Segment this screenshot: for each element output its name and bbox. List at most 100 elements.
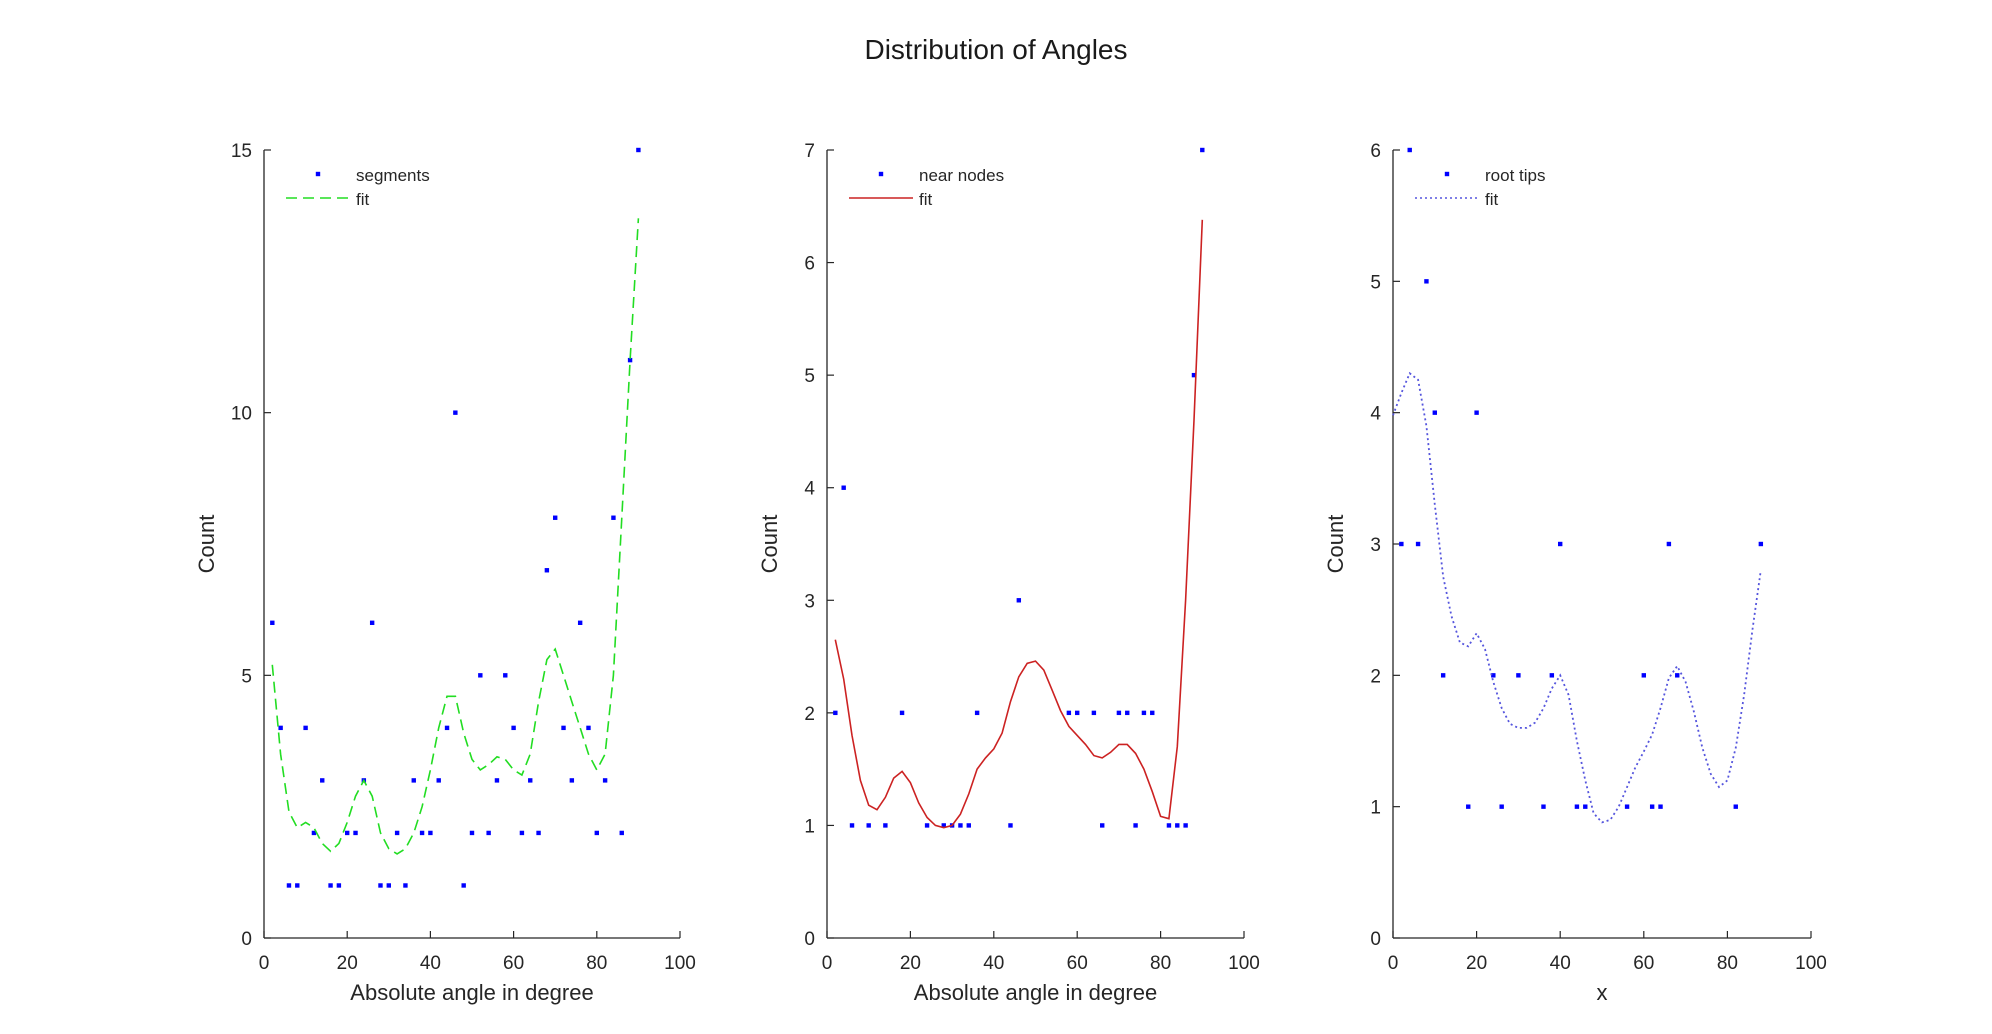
x-tick-label: 40 — [420, 953, 441, 974]
data-point — [1558, 541, 1563, 547]
data-point — [577, 620, 583, 625]
data-point — [270, 620, 275, 625]
data-point — [849, 823, 855, 828]
y-tick-label: 5 — [804, 366, 815, 387]
x-tick-label: 80 — [1717, 953, 1738, 974]
data-point — [453, 410, 458, 415]
data-point — [544, 568, 550, 573]
data-point — [569, 778, 575, 783]
data-point — [1583, 804, 1588, 809]
legend-label: fit — [1485, 190, 1499, 209]
subplot-root-tips: 0 20 40 60 80 100 0 1 2 3 4 5 6 x Count root tips fit — [1323, 141, 1827, 1005]
legend-marker — [315, 171, 321, 177]
data-point — [336, 883, 342, 888]
data-point — [311, 830, 317, 836]
subplot-segments: 0 20 40 60 80 100 0 5 10 15 Absolute angle in degr… — [194, 141, 696, 1005]
data-point — [511, 725, 516, 731]
legend-marker — [1444, 171, 1450, 177]
data-point — [345, 830, 350, 836]
data-point — [378, 883, 383, 888]
data-point — [883, 823, 888, 828]
y-tick-label: 3 — [1370, 535, 1381, 556]
data-point — [1415, 541, 1421, 547]
x-tick-label: 60 — [1633, 953, 1654, 974]
data-point — [1516, 673, 1521, 678]
data-point — [494, 778, 500, 783]
data-point — [1491, 673, 1496, 678]
data-point — [444, 725, 450, 731]
data-point — [602, 778, 608, 783]
data-point — [1116, 710, 1122, 716]
data-point — [1091, 710, 1097, 716]
y-tick-label: 5 — [1370, 272, 1381, 293]
data-point — [1075, 710, 1080, 716]
y-tick-label: 10 — [231, 404, 252, 425]
legend-label: root tips — [1485, 166, 1545, 185]
data-point — [899, 710, 905, 716]
fit-line — [1392, 371, 1762, 824]
y-tick-label: 7 — [804, 141, 815, 162]
data-point — [1200, 147, 1205, 153]
data-point — [394, 830, 400, 836]
data-point — [833, 710, 838, 716]
data-point — [286, 883, 292, 888]
x-tick-label: 100 — [1228, 953, 1260, 974]
data-point — [1424, 279, 1429, 284]
x-tick-label: 100 — [664, 953, 696, 974]
data-point — [1649, 804, 1655, 809]
y-tick-label: 0 — [1370, 929, 1381, 950]
y-tick-label: 0 — [241, 929, 252, 950]
x-tick-label: 80 — [586, 953, 607, 974]
data-point — [436, 778, 441, 783]
data-point — [1549, 673, 1555, 678]
data-point — [1100, 823, 1105, 828]
data-point — [586, 725, 591, 731]
data-point — [1733, 804, 1738, 809]
data-point — [536, 830, 541, 836]
data-point — [428, 830, 433, 836]
data-point — [1008, 823, 1013, 828]
legend-label: near nodes — [919, 166, 1004, 185]
y-tick-label: 2 — [1370, 666, 1381, 687]
subplot-near-nodes: 0 20 40 60 80 100 0 1 2 3 4 5 6 7 Absolute angle in de… — [757, 141, 1260, 1005]
x-tick-label: 100 — [1795, 953, 1827, 974]
legend-label: fit — [919, 190, 933, 209]
x-tick-label: 80 — [1150, 953, 1171, 974]
data-point — [1440, 673, 1446, 678]
data-point — [528, 778, 533, 783]
data-point — [1666, 541, 1672, 547]
data-point — [278, 725, 283, 731]
data-point — [958, 823, 963, 828]
data-point — [1474, 410, 1479, 415]
data-point — [295, 883, 300, 888]
data-point — [353, 830, 358, 836]
x-tick-label: 20 — [900, 953, 921, 974]
x-tick-label: 0 — [822, 953, 833, 974]
y-tick-label: 4 — [804, 479, 815, 500]
data-point — [1574, 804, 1580, 809]
y-axis-label: Count — [194, 515, 219, 574]
fit-line — [271, 218, 640, 855]
data-point — [486, 830, 491, 836]
y-axis-label: Count — [757, 515, 782, 574]
y-tick-label: 4 — [1370, 404, 1381, 425]
data-point — [924, 823, 930, 828]
data-point — [1016, 598, 1022, 603]
data-point — [478, 673, 483, 678]
y-tick-label: 1 — [804, 816, 815, 837]
data-point — [611, 515, 616, 520]
data-point — [966, 823, 971, 828]
data-point — [1758, 541, 1764, 547]
data-point — [974, 710, 980, 716]
data-point — [419, 830, 425, 836]
data-point — [636, 147, 641, 153]
x-tick-label: 0 — [259, 953, 270, 974]
x-tick-label: 60 — [1067, 953, 1088, 974]
data-point — [1150, 710, 1155, 716]
data-point — [1166, 823, 1172, 828]
fit-line — [834, 219, 1204, 829]
x-tick-label: 20 — [337, 953, 358, 974]
data-point — [1499, 804, 1504, 809]
data-point — [594, 830, 599, 836]
data-point — [411, 778, 416, 783]
